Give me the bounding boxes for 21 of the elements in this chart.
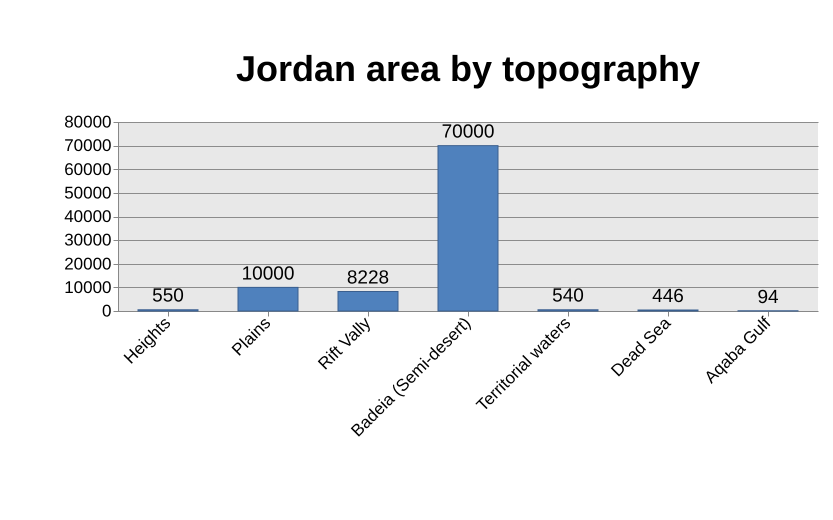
bar <box>438 145 498 312</box>
data-label: 8228 <box>346 268 390 289</box>
y-tick-label: 20000 <box>64 254 112 274</box>
bar <box>338 291 398 312</box>
y-tick-label: 60000 <box>64 160 112 179</box>
data-label: 70000 <box>442 122 494 143</box>
x-tick-label: Rift Vally <box>314 313 375 374</box>
data-label: 446 <box>652 286 684 307</box>
y-tick-label: 10000 <box>64 278 112 297</box>
data-label: 94 <box>757 286 779 308</box>
y-tick-label: 30000 <box>64 230 112 250</box>
data-label: 540 <box>552 286 584 307</box>
data-label: 10000 <box>242 263 294 284</box>
bar <box>238 286 298 312</box>
y-tick-label: 70000 <box>64 136 112 156</box>
y-tick-label: 50000 <box>64 183 112 202</box>
y-tick-label: 80000 <box>64 112 112 132</box>
y-tick-label: 40000 <box>64 207 112 226</box>
y-tick-label: 0 <box>102 302 112 320</box>
chart-title: Jordan area by topography <box>236 48 700 89</box>
data-label: 550 <box>152 286 184 307</box>
